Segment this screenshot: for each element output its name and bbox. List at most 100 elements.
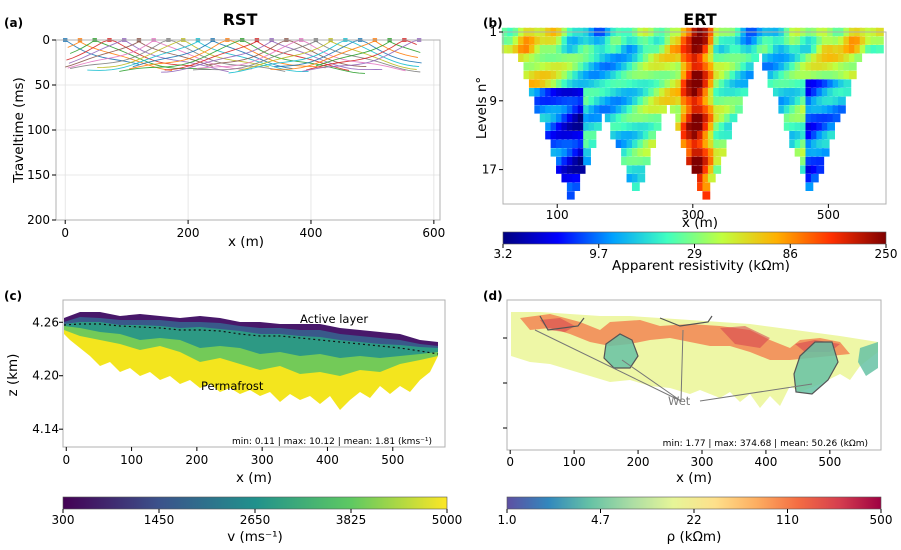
pseudosection-cell	[615, 122, 624, 131]
pseudosection-cell	[637, 96, 646, 105]
pseudosection-cell	[729, 36, 738, 45]
pseudosection-cell	[729, 45, 738, 54]
pseudosection-cell	[539, 105, 548, 114]
pseudosection-cell	[800, 131, 808, 140]
pseudosection-cell	[523, 36, 532, 45]
pseudosection-cell	[854, 45, 863, 54]
pseudosection-cell	[729, 79, 738, 88]
pseudosection-cell	[724, 105, 732, 114]
pseudosection-cell	[659, 36, 667, 45]
pseudosection-cell	[566, 148, 575, 157]
pseudosection-cell	[772, 53, 781, 62]
pseudosection-cell	[648, 36, 657, 45]
pseudosection-cell	[702, 113, 711, 123]
pseudosection-cell	[816, 70, 825, 80]
pseudosection-cell	[566, 70, 575, 80]
pseudosection-cell	[789, 45, 798, 54]
panel-d-stats: min: 1.77 | max: 374.68 | mean: 50.26 (k…	[663, 439, 868, 449]
pseudosection-cell	[778, 79, 787, 88]
pseudosection-cell	[707, 79, 716, 88]
pseudosection-cell	[702, 79, 711, 88]
pseudosection-cell	[534, 36, 543, 45]
pseudosection-cell	[594, 113, 602, 123]
pseudosection-cell	[583, 62, 591, 71]
pseudosection-cell	[827, 53, 835, 62]
pseudosection-cell	[561, 105, 570, 114]
pseudosection-cell	[875, 45, 884, 54]
pseudosection-cell	[637, 62, 646, 71]
pseudosection-cell	[805, 139, 814, 148]
pseudosection-cell	[697, 139, 705, 148]
pseudosection-cell	[718, 45, 727, 54]
pseudosection-cell	[832, 88, 841, 97]
panel-d-colorbar-tick-label: 4.7	[591, 513, 610, 527]
pseudosection-cell	[827, 131, 835, 140]
pseudosection-cell	[604, 79, 613, 88]
pseudosection-cell	[735, 36, 743, 45]
pseudosection-cell	[810, 156, 819, 166]
pseudosection-cell	[756, 45, 765, 54]
pseudosection-cell	[621, 96, 629, 105]
pseudosection-cell	[821, 79, 830, 88]
panel-b-colorbar-tick-label: 3.2	[493, 247, 512, 261]
pseudosection-cell	[588, 88, 597, 97]
pseudosection-cell	[702, 156, 711, 166]
panel-b-ytick-label: 17	[482, 163, 497, 177]
pseudosection-cell	[816, 62, 825, 71]
panel-d-xtick-label: 400	[754, 455, 777, 469]
panel-d-ticks: 0 100 200 300 400 500	[503, 337, 841, 469]
pseudosection-cell	[566, 191, 575, 200]
pseudosection-cell	[805, 62, 814, 71]
pseudosection-cell	[637, 113, 646, 123]
pseudosection-cell	[691, 53, 700, 62]
pseudosection-cell	[615, 96, 624, 105]
pseudosection-cell	[724, 62, 732, 71]
pseudosection-cell	[626, 148, 635, 157]
pseudosection-cell	[539, 79, 548, 88]
pseudosection-cell	[713, 45, 722, 54]
panel-a-ytick-label: 0	[42, 33, 50, 47]
pseudosection-cell	[789, 70, 798, 80]
panel-b-xlabel: x (m)	[682, 215, 718, 231]
pseudosection-cell	[827, 45, 835, 54]
traveltime-traces	[63, 38, 422, 74]
pseudosection-cell	[550, 139, 559, 148]
pseudosection-cell	[550, 53, 559, 62]
pseudosection-cell	[724, 53, 732, 62]
pseudosection-cell	[697, 131, 705, 140]
pseudosection-cell	[707, 174, 716, 183]
pseudosection-cell	[572, 139, 581, 148]
pseudosection-cell	[821, 45, 830, 54]
pseudosection-cell	[800, 62, 808, 71]
pseudosection-cell	[832, 36, 841, 45]
pseudosection-cell	[599, 96, 608, 105]
pseudosection-cell	[691, 113, 700, 123]
pseudosection-cell	[778, 45, 787, 54]
pseudosection-cell	[664, 36, 673, 45]
panel-d-model	[511, 312, 878, 408]
pseudosection-cell	[653, 113, 662, 123]
pseudosection-cell	[615, 62, 624, 71]
pseudosection-cell	[816, 131, 825, 140]
traveltime-trace	[206, 39, 287, 66]
pseudosection-cell	[718, 139, 727, 148]
traveltime-trace	[67, 40, 154, 69]
pseudosection-cell	[669, 79, 678, 88]
pseudosection-cell	[572, 62, 581, 71]
pseudosection-cell	[566, 113, 575, 123]
pseudosection-cell	[615, 36, 624, 45]
pseudosection-cell	[843, 53, 852, 62]
pseudosection-cell	[642, 53, 651, 62]
pseudosection-cell	[783, 88, 792, 97]
pseudosection-cell	[843, 45, 852, 54]
pseudosection-cell	[762, 45, 770, 54]
pseudosection-cell	[604, 62, 613, 71]
traveltime-trace	[87, 41, 199, 71]
pseudosection-cell	[550, 62, 559, 71]
pseudosection-cell	[713, 62, 722, 71]
pseudosection-cell	[838, 105, 846, 114]
pseudosection-cell	[615, 88, 624, 97]
traveltime-trace	[70, 39, 169, 70]
traveltime-trace	[65, 41, 140, 68]
pseudosection-cell	[751, 45, 760, 54]
